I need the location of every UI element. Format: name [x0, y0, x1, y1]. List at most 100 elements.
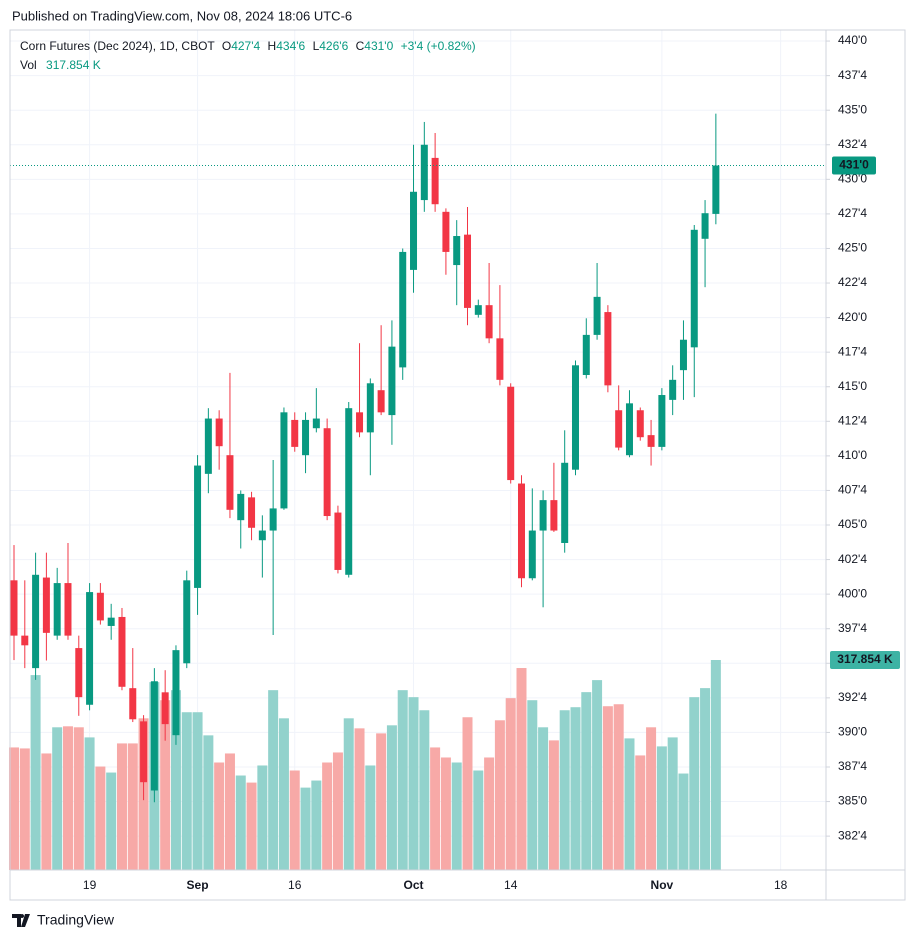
- volume-bar: [73, 727, 84, 870]
- candle-body: [507, 386, 515, 481]
- volume-bar: [84, 737, 95, 870]
- axes: 382'4385'0387'4390'0392'4395'0397'4400'0…: [83, 33, 900, 892]
- candle-body: [334, 512, 342, 570]
- volume-bar: [386, 725, 397, 870]
- volume-bar: [462, 717, 473, 870]
- tradingview-logo: TradingView: [12, 912, 115, 928]
- candle-body: [571, 365, 579, 470]
- candle-body: [712, 165, 720, 214]
- volume-bar: [559, 710, 570, 870]
- y-tick-label: 412'4: [838, 413, 867, 427]
- candle-body: [485, 305, 493, 339]
- candle-body: [431, 157, 439, 205]
- candle-body: [701, 213, 709, 239]
- volume-bar: [505, 698, 516, 870]
- candle-body: [118, 616, 126, 687]
- y-tick-label: 440'0: [838, 33, 867, 47]
- legend-key: O: [222, 39, 231, 53]
- candle-body: [140, 721, 148, 783]
- legend-key: C: [356, 39, 365, 53]
- candle-body: [658, 395, 666, 447]
- volume-bar: [30, 675, 41, 870]
- candle-body: [150, 681, 158, 791]
- candle-body: [107, 617, 115, 626]
- volume-bar: [451, 762, 462, 870]
- volume-name: Vol: [20, 58, 37, 72]
- legend-key: H: [268, 39, 277, 53]
- volume-bar: [419, 710, 430, 870]
- candle-body: [194, 465, 202, 588]
- legend-value: 431'0: [364, 39, 393, 53]
- candle-layer: [10, 113, 826, 803]
- volume-bar: [354, 728, 365, 870]
- volume-bar: [235, 775, 246, 870]
- volume-layer: [8, 659, 721, 870]
- volume-bar: [678, 773, 689, 870]
- volume-bar: [322, 762, 333, 870]
- legend-value: 434'6: [276, 39, 305, 53]
- volume-bar: [581, 692, 592, 870]
- candle-body: [625, 403, 633, 456]
- logo-icon: [12, 914, 30, 927]
- candle-body: [399, 251, 407, 368]
- candle-body: [21, 635, 29, 646]
- volume-bar: [224, 753, 235, 870]
- y-tick-label: 402'4: [838, 552, 867, 566]
- candle-body: [474, 305, 482, 315]
- candle-body: [302, 419, 310, 456]
- y-tick-label: 410'0: [838, 448, 867, 462]
- y-tick-label: 415'0: [838, 379, 867, 393]
- brand-name: TradingView: [37, 912, 115, 928]
- volume-bar: [548, 740, 559, 870]
- symbol-title: Corn Futures (Dec 2024), 1D, CBOT: [20, 39, 215, 53]
- candle-body: [215, 418, 223, 447]
- candle-body: [53, 583, 61, 636]
- volume-legend: Vol 317.854 K: [20, 58, 101, 72]
- candle-body: [226, 455, 234, 510]
- volume-value: 317.854 K: [46, 58, 101, 72]
- candle-body: [42, 577, 50, 633]
- volume-bar: [8, 747, 19, 870]
- candle-body: [356, 412, 364, 433]
- candle-body: [636, 410, 644, 438]
- candle-body: [161, 692, 169, 725]
- candle-body: [420, 144, 428, 201]
- candle-body: [679, 339, 687, 371]
- legend-value: 427'4: [231, 39, 260, 53]
- volume-bar: [289, 770, 300, 870]
- volume-bar: [19, 748, 30, 870]
- y-tick-label: 392'4: [838, 690, 867, 704]
- candle-body: [323, 428, 331, 517]
- volume-tag-label: 317.854 K: [837, 652, 893, 666]
- candle-body: [248, 497, 256, 528]
- x-tick-label: 16: [288, 878, 302, 892]
- last-price-tag: [832, 156, 876, 175]
- volume-bar: [592, 680, 603, 870]
- candle-body: [517, 483, 525, 579]
- candle-body: [464, 234, 472, 308]
- volume-bar: [494, 720, 505, 870]
- candle-body: [442, 211, 450, 252]
- candle-body: [539, 500, 547, 531]
- volume-bar: [62, 726, 73, 870]
- y-tick-label: 420'0: [838, 310, 867, 324]
- volume-bar: [203, 735, 214, 870]
- candle-body: [96, 592, 104, 621]
- volume-bar: [116, 743, 127, 870]
- volume-bar: [397, 690, 408, 870]
- volume-tag: [830, 650, 900, 669]
- candle-body: [172, 650, 180, 736]
- y-tick-label: 387'4: [838, 759, 867, 773]
- candle-body: [496, 338, 504, 380]
- volume-bar: [376, 733, 387, 870]
- candle-body: [410, 191, 418, 270]
- candle-body: [366, 383, 374, 433]
- volume-bar: [602, 706, 613, 870]
- candle-body: [669, 379, 677, 400]
- volume-bar: [95, 766, 106, 870]
- legend-change: +3'4 (+0.82%): [401, 39, 476, 53]
- volume-bar: [473, 770, 484, 870]
- legend-row: Corn Futures (Dec 2024), 1D, CBOT O427'4…: [20, 39, 476, 53]
- volume-bar: [408, 697, 419, 870]
- volume-bar: [300, 787, 311, 870]
